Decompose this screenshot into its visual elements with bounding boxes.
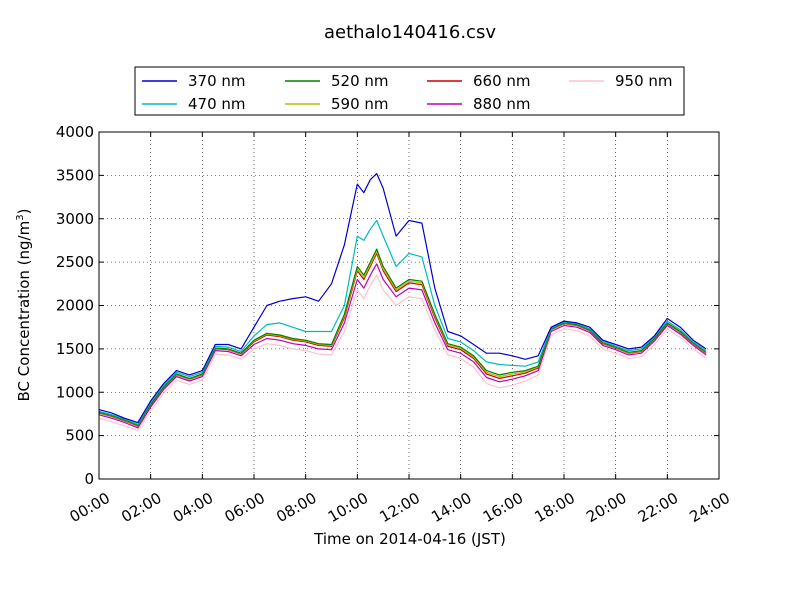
y-tick-label: 3500 <box>56 166 94 184</box>
legend-label: 520 nm <box>331 72 389 90</box>
y-tick-label: 1000 <box>56 383 94 401</box>
legend-label: 470 nm <box>188 95 246 113</box>
legend-label: 880 nm <box>473 95 531 113</box>
y-axis-label-end: ) <box>15 209 33 215</box>
y-axis-label-main: BC Concentration (ng/m <box>15 221 33 402</box>
y-axis: 0 500 1000 1500 2000 2500 3000 3500 4000 <box>56 123 719 488</box>
y-tick-label: 2000 <box>56 297 94 315</box>
series-line-880-nm <box>98 263 707 429</box>
grid-lines <box>99 132 719 479</box>
y-tick-label: 2500 <box>56 253 94 271</box>
chart-title: aethalo140416.csv <box>324 22 496 43</box>
series-line-520-nm <box>98 248 707 426</box>
y-tick-label: 3000 <box>56 210 94 228</box>
legend-box <box>134 66 685 116</box>
x-axis-label: Time on 2014-04-16 (JST) <box>313 530 506 548</box>
series-line-950-nm <box>98 274 707 431</box>
y-tick-label: 0 <box>84 470 94 488</box>
legend-label: 660 nm <box>473 72 531 90</box>
y-axis-label-superscript: 3 <box>15 214 26 220</box>
y-tick-label: 1500 <box>56 340 94 358</box>
series-line-470-nm <box>98 219 707 425</box>
series-lines <box>98 173 707 431</box>
y-tick-label: 500 <box>65 427 94 445</box>
legend: 370 nm 470 nm 520 nm 590 nm 660 nm 880 nm 950 … <box>134 66 685 116</box>
legend-label: 370 nm <box>188 72 246 90</box>
legend-label: 950 nm <box>615 72 673 90</box>
y-tick-label: 4000 <box>56 123 94 141</box>
legend-label: 590 nm <box>331 95 389 113</box>
y-axis-label: BC Concentration (ng/m3) <box>15 209 33 402</box>
series-line-370-nm <box>98 173 707 424</box>
